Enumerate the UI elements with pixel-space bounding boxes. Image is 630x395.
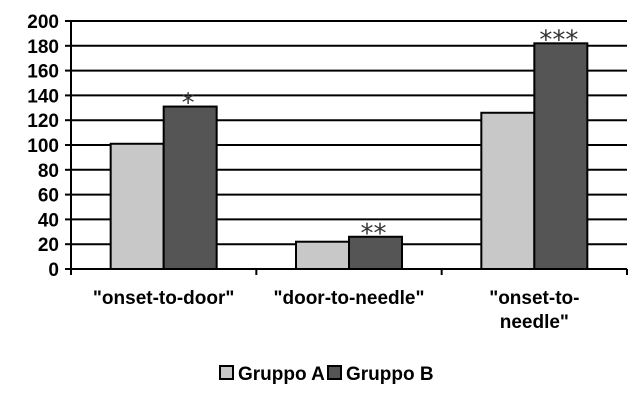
bars [109,42,589,271]
y-tick-label: 0 [48,260,59,281]
y-axis-tick-labels: 0 20 40 60 80 100 120 140 160 180 200 [27,12,71,281]
legend-swatch [327,365,342,380]
y-tick-label: 200 [27,12,59,33]
x-category-label-line: "onset-to-door" [93,288,235,309]
significance-annotations: ****** [182,25,579,248]
legend-label: Gruppo B [346,364,434,385]
axes [70,21,628,275]
y-tick-label: 20 [38,235,59,256]
x-category-label-line: "onset-to- [489,288,579,309]
y-tick-label: 100 [27,136,59,157]
x-axis-category-labels: "onset-to-door" "door-to-needle" "onset-to… [93,288,580,333]
significance-marker: ** [361,219,387,249]
legend-label: Gruppo A [238,364,325,385]
x-category-label-line: needle" [500,312,569,333]
bar-gruppo-b [533,42,589,270]
y-tick-label: 180 [27,37,59,58]
legend: Gruppo A Gruppo B [219,364,434,385]
y-tick-label: 120 [27,111,59,132]
y-tick-label: 40 [38,210,59,231]
x-category-label: "door-to-needle" [273,288,424,309]
bar-gruppo-a [480,111,536,271]
y-tick-label: 80 [38,161,59,182]
bar-gruppo-b [162,105,218,270]
significance-marker: *** [539,25,578,55]
bar-gruppo-a [295,240,350,271]
y-tick-label: 160 [27,62,59,83]
x-category-label: "onset-to-needle" [489,288,579,333]
x-category-label: "onset-to-door" [93,288,235,309]
significance-marker: * [182,89,195,119]
y-tick-label: 140 [27,86,59,107]
bar-gruppo-a [109,142,165,270]
bar-gruppo-b [348,235,403,270]
x-category-label-line: "door-to-needle" [273,288,424,309]
legend-swatch [219,365,234,380]
y-tick-label: 60 [38,186,59,207]
